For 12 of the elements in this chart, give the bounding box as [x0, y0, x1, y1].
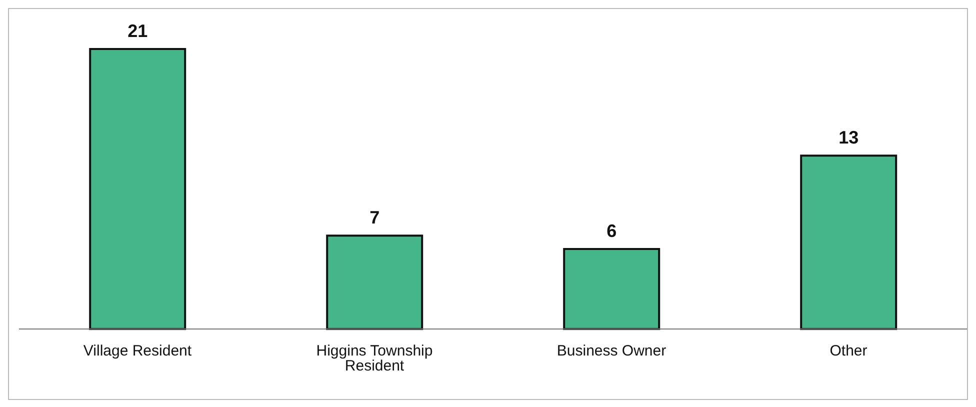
data-label: 13: [838, 128, 859, 148]
data-label: 21: [128, 21, 148, 41]
bar: [800, 154, 898, 330]
bar: [563, 248, 660, 330]
bar: [89, 48, 186, 330]
data-label: 7: [370, 208, 380, 228]
x-tick-label: Village Resident: [83, 342, 192, 360]
data-label: 6: [606, 221, 617, 241]
bar: [326, 234, 424, 330]
x-tick-label: Higgins Township Resident: [316, 342, 433, 375]
x-tick-label: Other: [830, 342, 868, 360]
x-tick-label: Business Owner: [556, 342, 666, 360]
